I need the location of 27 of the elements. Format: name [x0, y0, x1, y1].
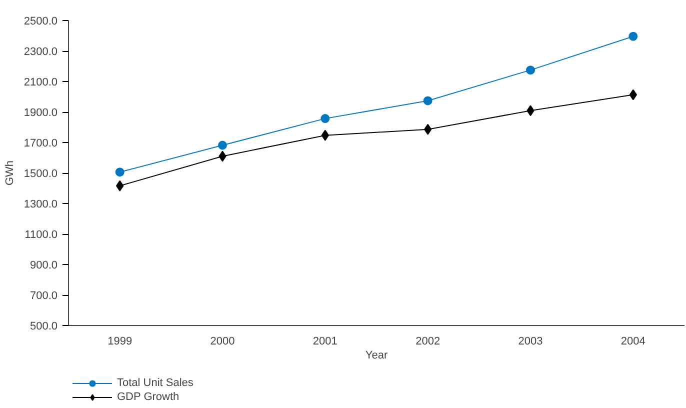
y-tick-label: 2300.0: [24, 46, 58, 58]
y-axis-title: GWh: [4, 160, 16, 186]
point: [423, 96, 432, 106]
x-tick-label: 2003: [518, 336, 543, 348]
x-tick-label: 2002: [416, 336, 440, 348]
y-tick-label: 1900.0: [24, 107, 58, 119]
x-tick-label: 2000: [210, 336, 235, 348]
x-tick-label: 1999: [108, 336, 132, 348]
y-tick-label: 1300.0: [24, 198, 58, 210]
legend-label: Total Unit Sales: [117, 376, 194, 390]
legend-label: GDP Growth: [117, 390, 180, 404]
point: [526, 66, 535, 75]
y-tick-label: 2100.0: [24, 76, 58, 88]
y-tick-label: 1500.0: [24, 168, 58, 180]
point: [218, 140, 227, 150]
y-tick-label: 900.0: [30, 260, 58, 272]
point: [115, 168, 124, 177]
y-tick-label: 1700.0: [24, 138, 58, 150]
y-tick-label: 2500.0: [24, 16, 58, 28]
point: [628, 32, 638, 41]
y-tick-label: 500.0: [30, 320, 58, 332]
x-tick-label: 2001: [312, 336, 338, 348]
point: [320, 114, 330, 124]
y-tick-label: 700.0: [30, 290, 58, 302]
x-axis-title: Year: [365, 350, 388, 362]
y-tick-label: 1100.0: [24, 229, 58, 241]
x-tick-label: 2004: [620, 336, 646, 348]
